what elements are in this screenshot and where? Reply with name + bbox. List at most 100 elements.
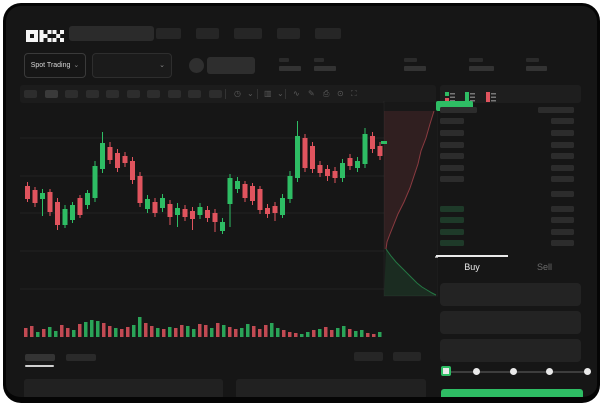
candle-body bbox=[355, 161, 360, 168]
toolbar-divider bbox=[285, 89, 286, 99]
bottom-tab-1[interactable] bbox=[25, 354, 55, 361]
app-window: Spot Trading ⌄ ⌄ ◷ ⌄ ▥ ⌄ ∿ ✎ ⎙ ⊙ ⛶ Buy bbox=[3, 3, 600, 403]
volume-bar bbox=[210, 328, 214, 337]
timeframe-button-10[interactable] bbox=[208, 90, 222, 98]
candle-body bbox=[160, 198, 165, 208]
last-price-badge[interactable] bbox=[436, 101, 473, 111]
candle-body bbox=[107, 147, 113, 160]
volume-bar bbox=[54, 331, 58, 337]
volume-bar bbox=[222, 325, 226, 337]
volume-bar bbox=[246, 324, 250, 337]
bottom-action-button-2[interactable] bbox=[393, 352, 421, 361]
pair-selector-dropdown[interactable]: ⌄ bbox=[92, 53, 172, 78]
volume-bar bbox=[90, 320, 94, 337]
orderbook-header-price bbox=[440, 107, 477, 113]
stat-4-label bbox=[469, 58, 483, 62]
bid-price bbox=[440, 206, 464, 212]
timeframe-button-7[interactable] bbox=[147, 90, 160, 98]
slider-stop-1[interactable] bbox=[473, 368, 480, 375]
orderbook-panel[interactable] bbox=[436, 101, 581, 251]
volume-bar bbox=[42, 329, 46, 337]
bid-amount bbox=[551, 206, 574, 212]
ask-price bbox=[440, 165, 464, 171]
timeframe-button-5[interactable] bbox=[106, 90, 119, 98]
candle-body bbox=[167, 204, 173, 217]
chart-type-icon[interactable]: ▥ bbox=[264, 89, 272, 98]
candlestick-chart[interactable] bbox=[20, 101, 438, 341]
stat-3-value bbox=[404, 66, 426, 71]
timeframe-button-8[interactable] bbox=[167, 90, 181, 98]
indicators-icon[interactable]: ∿ bbox=[293, 89, 300, 98]
tab-sell[interactable]: Sell bbox=[508, 255, 581, 277]
volume-bar bbox=[288, 332, 292, 337]
buy-submit-button[interactable] bbox=[441, 389, 583, 397]
nav-item-2[interactable] bbox=[196, 28, 219, 39]
volume-bar bbox=[198, 324, 202, 337]
volume-bar bbox=[126, 327, 130, 337]
book-bids-icon[interactable] bbox=[465, 92, 476, 102]
slider-stop-4[interactable] bbox=[584, 368, 591, 375]
volume-bar bbox=[180, 325, 184, 337]
candle-body bbox=[310, 146, 315, 169]
book-all-icon[interactable] bbox=[445, 92, 455, 102]
slider-stop-2[interactable] bbox=[510, 368, 517, 375]
candle-body bbox=[47, 192, 53, 212]
camera-icon[interactable]: ⎙ bbox=[323, 89, 330, 98]
volume-bar bbox=[330, 330, 334, 337]
search-input[interactable] bbox=[69, 26, 154, 41]
nav-item-3[interactable] bbox=[234, 28, 262, 39]
candle-body bbox=[122, 156, 128, 163]
nav-item-4[interactable] bbox=[277, 28, 300, 39]
orderbook-toolbar bbox=[440, 85, 581, 103]
market-selector-dropdown[interactable]: Spot Trading ⌄ bbox=[24, 53, 86, 78]
candle-body bbox=[295, 136, 300, 178]
volume-bar bbox=[120, 329, 124, 337]
chart-type-chevron-icon[interactable]: ⌄ bbox=[277, 89, 284, 98]
volume-bar bbox=[234, 329, 238, 337]
candle-body bbox=[182, 209, 188, 217]
timeframe-button-1[interactable] bbox=[24, 90, 37, 98]
timeframe-button-4[interactable] bbox=[85, 90, 99, 98]
timeframe-button-9[interactable] bbox=[188, 90, 201, 98]
depth-panel[interactable] bbox=[383, 101, 438, 297]
draw-icon[interactable]: ✎ bbox=[308, 89, 315, 98]
price-input[interactable] bbox=[440, 283, 581, 306]
total-input[interactable] bbox=[440, 339, 581, 362]
slider-handle[interactable] bbox=[441, 366, 451, 376]
settings-icon[interactable]: ⊙ bbox=[337, 89, 344, 98]
toolbar-divider bbox=[257, 89, 258, 99]
candle-body bbox=[317, 165, 323, 173]
market-selector-label: Spot Trading bbox=[30, 62, 71, 69]
candle-body bbox=[62, 209, 68, 225]
candle-body bbox=[227, 178, 233, 204]
volume-bar bbox=[96, 321, 100, 337]
volume-bar bbox=[366, 333, 370, 337]
nav-item-1[interactable] bbox=[156, 28, 181, 39]
volume-bar bbox=[336, 328, 340, 337]
candle-body bbox=[32, 190, 38, 203]
last-row-amount bbox=[551, 191, 574, 197]
candle-body bbox=[205, 210, 210, 218]
timeframe-button-3[interactable] bbox=[65, 90, 78, 98]
candle-body bbox=[130, 161, 135, 180]
amount-input[interactable] bbox=[440, 311, 581, 334]
nav-item-5[interactable] bbox=[315, 28, 341, 39]
fullscreen-icon[interactable]: ⛶ bbox=[351, 89, 357, 98]
book-asks-icon[interactable] bbox=[485, 92, 496, 102]
volume-bar bbox=[342, 326, 346, 337]
pair-name-skeleton[interactable] bbox=[207, 57, 255, 74]
timeframe-button-2[interactable] bbox=[44, 90, 58, 98]
bottom-panel-1[interactable] bbox=[24, 379, 223, 397]
tab-buy[interactable]: Buy bbox=[436, 255, 508, 277]
interval-chevron-icon[interactable]: ⌄ bbox=[247, 89, 254, 98]
bottom-panel-2[interactable] bbox=[236, 379, 426, 397]
candle-body bbox=[272, 206, 278, 213]
amount-slider[interactable] bbox=[443, 371, 591, 373]
bottom-action-button-1[interactable] bbox=[354, 352, 383, 361]
timeframe-button-6[interactable] bbox=[126, 90, 140, 98]
candle-body bbox=[302, 138, 308, 168]
candle-body bbox=[92, 166, 98, 198]
interval-selector-icon[interactable]: ◷ bbox=[234, 89, 241, 98]
bottom-tab-2[interactable] bbox=[66, 354, 96, 361]
slider-stop-3[interactable] bbox=[546, 368, 553, 375]
